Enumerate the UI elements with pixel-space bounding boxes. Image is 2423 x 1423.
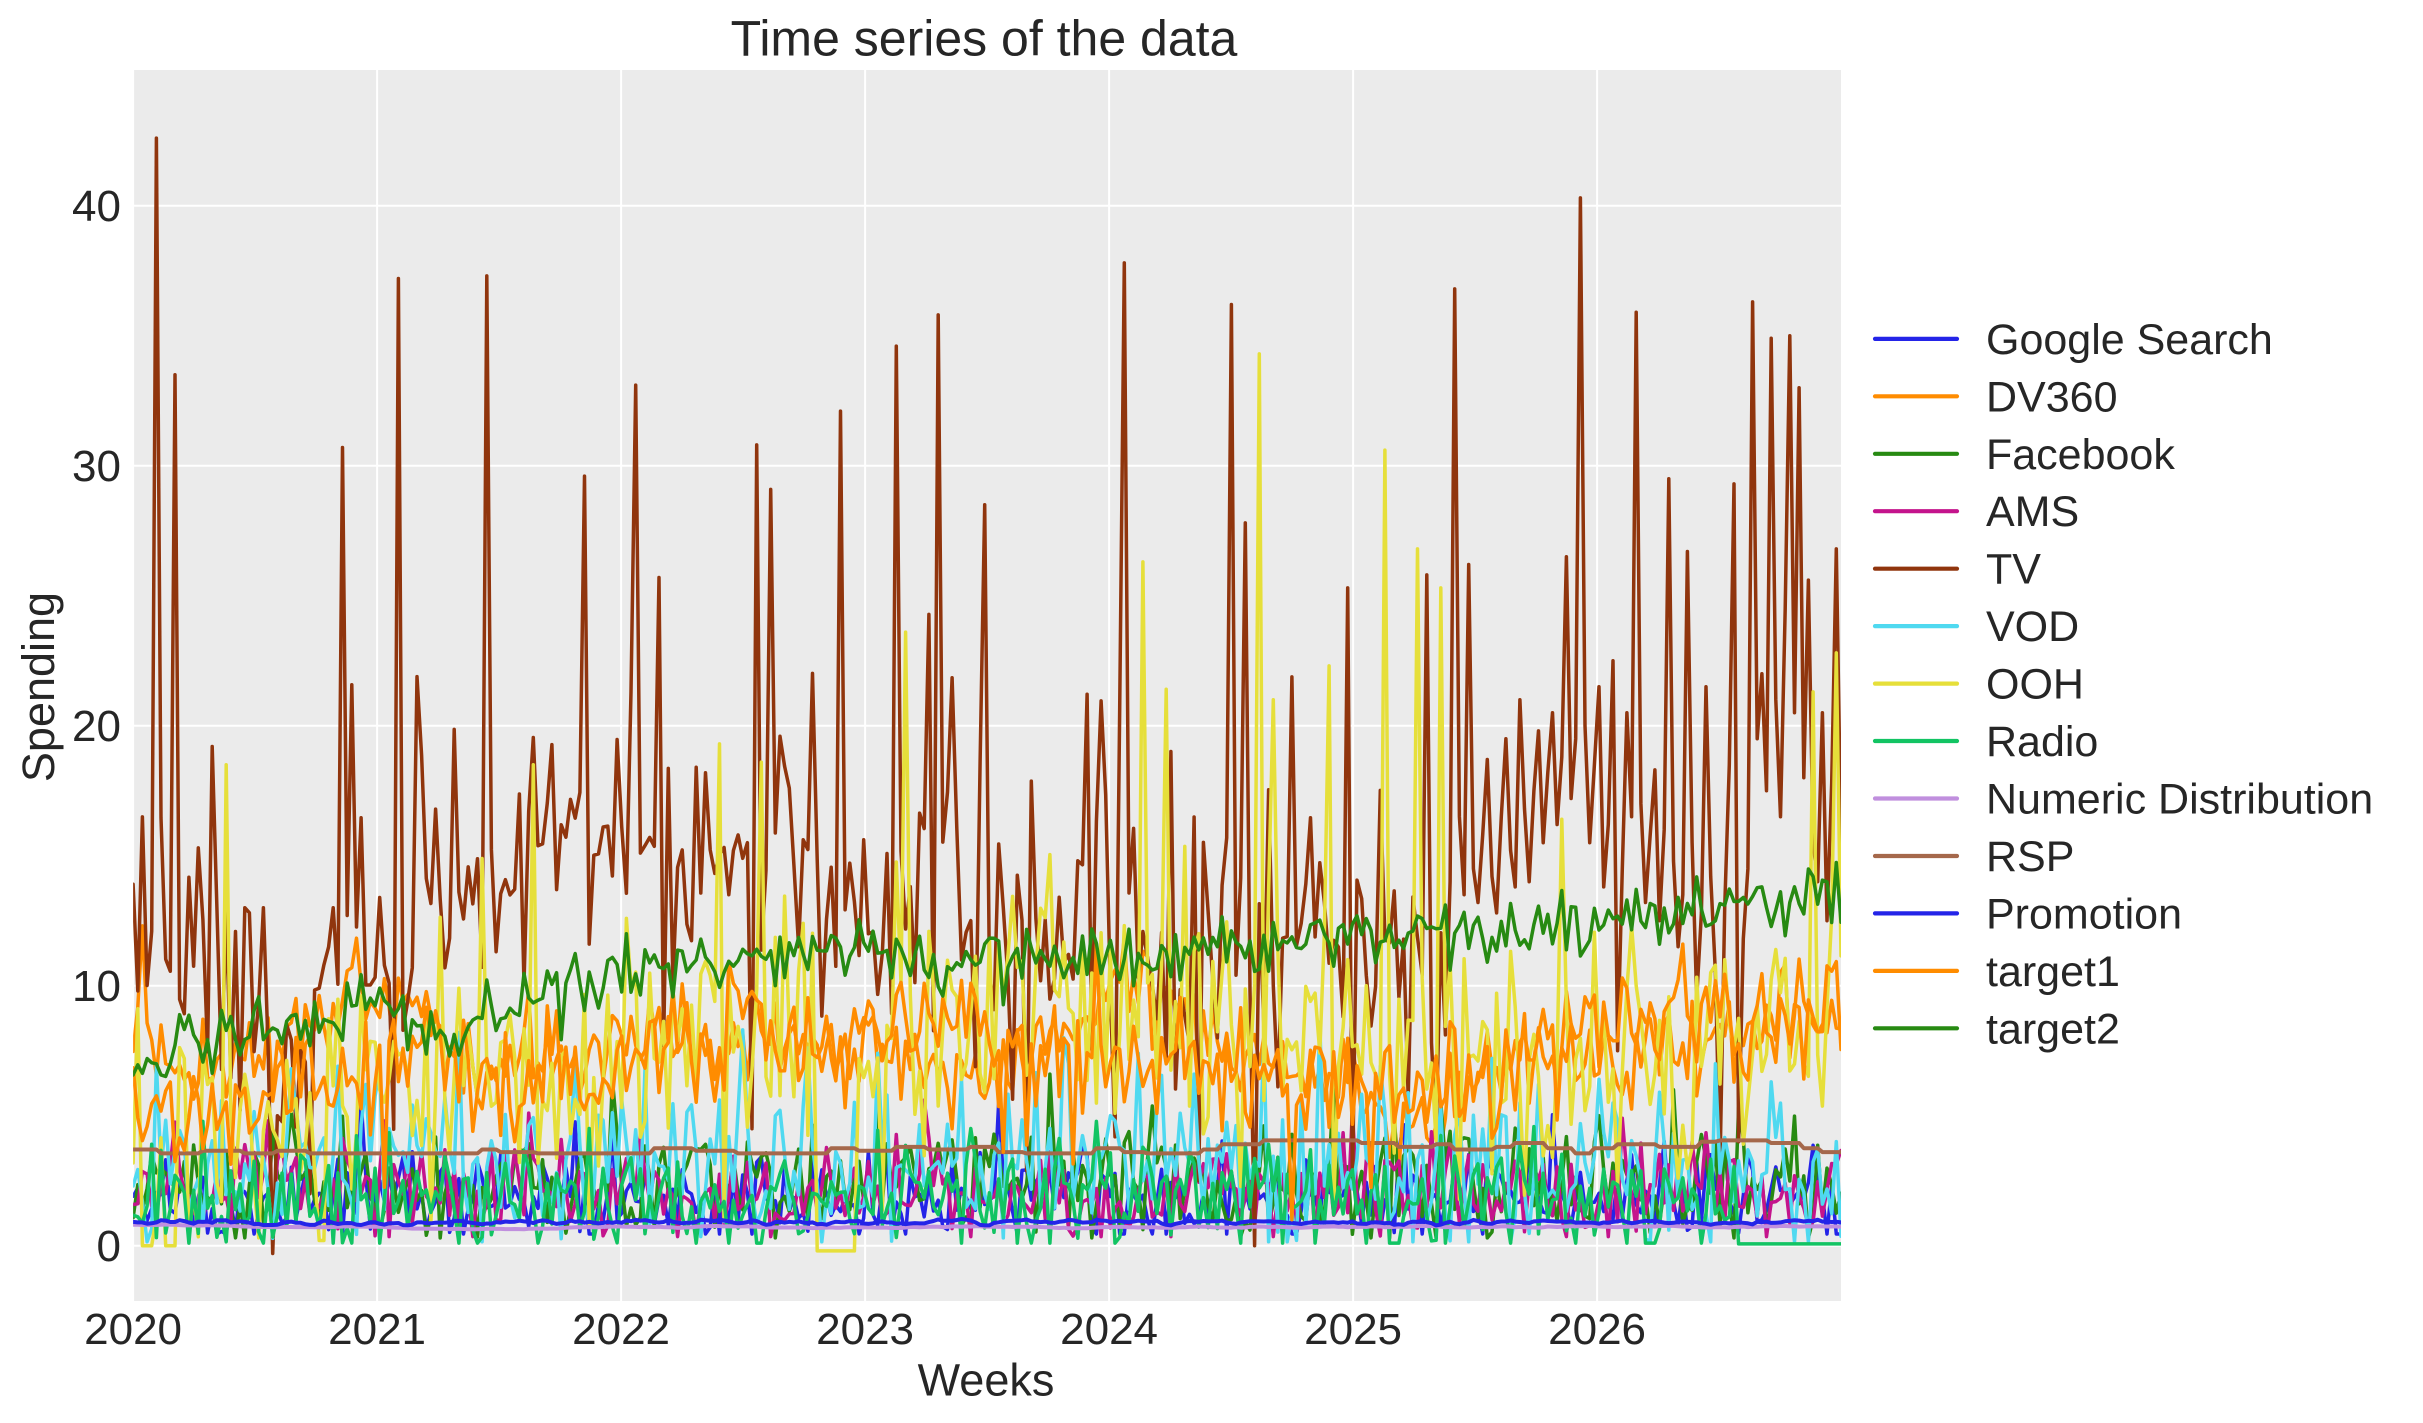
svg-text:Time series of the data: Time series of the data bbox=[731, 11, 1238, 67]
svg-text:Google Search: Google Search bbox=[1986, 316, 2273, 364]
svg-text:RSP: RSP bbox=[1986, 833, 2074, 881]
svg-text:AMS: AMS bbox=[1986, 488, 2079, 536]
svg-text:target1: target1 bbox=[1986, 948, 2120, 996]
svg-text:DV360: DV360 bbox=[1986, 373, 2117, 421]
svg-text:Promotion: Promotion bbox=[1986, 890, 2182, 938]
svg-text:TV: TV bbox=[1986, 546, 2041, 594]
svg-text:target2: target2 bbox=[1986, 1005, 2120, 1053]
svg-text:40: 40 bbox=[72, 182, 121, 231]
svg-text:Radio: Radio bbox=[1986, 718, 2098, 766]
svg-text:Numeric Distribution: Numeric Distribution bbox=[1986, 776, 2373, 824]
svg-text:2023: 2023 bbox=[816, 1305, 914, 1354]
svg-text:OOH: OOH bbox=[1986, 661, 2084, 709]
svg-text:2022: 2022 bbox=[572, 1305, 670, 1354]
svg-text:30: 30 bbox=[72, 442, 121, 491]
svg-text:2025: 2025 bbox=[1304, 1305, 1402, 1354]
svg-text:Spending: Spending bbox=[13, 592, 64, 782]
svg-text:Weeks: Weeks bbox=[918, 1354, 1055, 1405]
svg-text:10: 10 bbox=[72, 962, 121, 1011]
svg-text:2020: 2020 bbox=[84, 1305, 182, 1354]
svg-text:0: 0 bbox=[97, 1222, 121, 1271]
svg-text:2026: 2026 bbox=[1548, 1305, 1646, 1354]
svg-text:VOD: VOD bbox=[1986, 603, 2079, 651]
svg-text:20: 20 bbox=[72, 702, 121, 751]
svg-text:2021: 2021 bbox=[328, 1305, 426, 1354]
svg-text:Facebook: Facebook bbox=[1986, 431, 2175, 479]
svg-text:2024: 2024 bbox=[1060, 1305, 1158, 1354]
